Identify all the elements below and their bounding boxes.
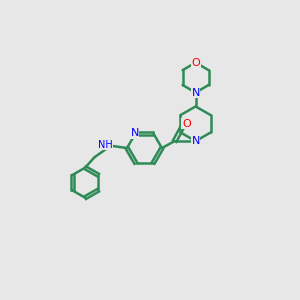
Text: O: O (182, 119, 191, 129)
Text: O: O (191, 58, 200, 68)
Text: N: N (191, 136, 200, 146)
Text: NH: NH (98, 140, 112, 150)
Text: N: N (191, 88, 200, 98)
Text: N: N (130, 128, 139, 138)
